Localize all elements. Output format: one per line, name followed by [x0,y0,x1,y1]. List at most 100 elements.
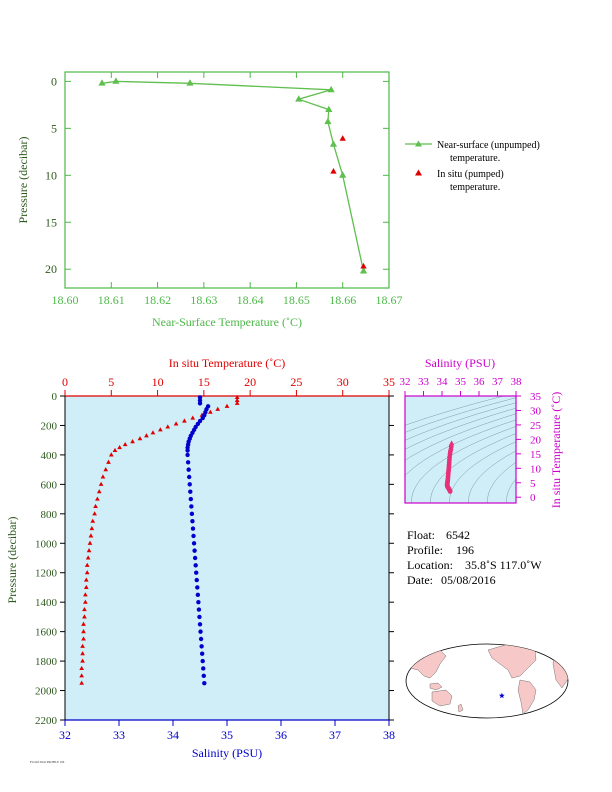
near-surface-unpumped-points [98,77,368,274]
ts-temperature-tick-label: 10 [530,463,542,475]
near-surface-x-ticks: 18.60 18.61 18.62 18.63 18.64 18.65 18.66 18.67 [52,72,403,307]
near-surface-unpumped-point [359,267,368,274]
profile-temperature-ticks: 0 5 10 15 20 25 30 35 [62,375,395,396]
near-surface-unpumped-point [98,79,106,86]
profile-temperature-axis-label: In situ Temperature (˚C) [169,356,286,370]
footnote: FLOAT 6542 PROFILE 196 [30,760,65,764]
salinity-point [201,673,206,679]
legend-unpumped-label-2: temperature. [450,153,500,164]
profile-temperature-tick-label: 0 [62,375,68,389]
near-surface-unpumped-point [324,117,332,125]
temperature-point [83,584,89,590]
profile-y-tick-label: 1800 [35,656,58,668]
temperature-point [88,533,94,538]
temperature-point [89,525,95,531]
land-new-zealand [457,703,464,713]
ts-y-axis-label: In situ Temperature (˚C) [549,392,563,509]
profile-temperature-tick-label: 20 [244,375,256,389]
profile-temperature-tick-label: 30 [337,375,349,389]
ts-density-contour [405,396,504,426]
ts-density-contour [449,441,516,503]
ts-salinity-tick-label: 38 [511,376,523,388]
salinity-point [189,511,195,517]
legend-unpumped-label: Near-surface (unpumped) [437,140,540,151]
ts-temperature-tick-label: 25 [530,420,542,432]
salinity-point [198,636,204,642]
near-surface-x-tick-label: 18.66 [329,293,356,307]
ts-density-contour [405,402,516,441]
salinity-profile-points [185,395,211,686]
near-surface-y-ticks: 0 5 10 15 20 [45,74,389,276]
ts-density-contour [506,478,516,503]
near-surface-unpumped-point [186,79,194,86]
salinity-point [199,644,204,649]
temperature-point [84,562,90,567]
temperature-point [79,673,85,678]
date-value: 05/08/2016 [441,573,496,587]
temperature-point [83,592,88,597]
salinity-point [196,599,201,605]
temperature-point [215,406,221,411]
temperature-point [81,621,86,626]
ts-salinity-tick-label: 37 [492,376,504,388]
near-surface-x-tick-label: 18.64 [237,293,264,307]
near-surface-y-tick-label: 15 [45,215,57,229]
profile-salinity-ticks: 32 33 34 35 36 37 38 [59,720,395,742]
ts-density-contours [405,396,612,503]
salinity-point [191,533,196,539]
near-surface-x-tick-label: 18.63 [190,293,217,307]
ts-temperature-ticks: 0 5 10 15 20 25 30 35 [516,391,542,504]
ts-density-contour [405,397,516,433]
temperature-point [80,651,85,656]
near-surface-unpumped-point [329,140,338,147]
float-location-marker [499,692,505,699]
temperature-point [80,658,85,663]
salinity-point [195,585,200,590]
ts-salinity-tick-label: 35 [455,376,467,388]
salinity-point [194,577,199,583]
temperature-point [207,409,213,414]
float-info: Float: 6542 Profile: 196 Location: 35.8˚… [407,528,542,587]
profile-y-tick-label: 800 [41,509,58,521]
temperature-point [108,452,114,457]
salinity-point [185,452,190,458]
temperature-point [130,439,135,444]
land-maritime-se-asia [429,682,443,691]
profile-y-tick-label: 600 [41,479,58,491]
profile-y-axis-label: Pressure (decibar) [5,517,19,604]
near-surface-x-axis-label: Near-Surface Temperature (˚C) [152,315,302,329]
profile-y-ticks: 0 200 400 600 800 1000 1200 1400 1600 1800 2000 220… [35,391,394,727]
ts-temperature-tick-label: 35 [530,391,542,403]
ts-density-contour [405,407,516,450]
temperature-point [80,643,85,648]
salinity-point [197,614,202,620]
profile-salinity-tick-label: 37 [329,728,341,742]
ts-temperature-tick-label: 15 [530,449,542,461]
temperature-point [85,555,91,560]
salinity-point [187,474,192,480]
salinity-point [202,680,207,686]
near-surface-legend: Near-surface (unpumped) temperature. In … [405,140,540,193]
temperature-point [234,400,240,405]
ts-diagram: 32 33 34 35 36 37 38 0 5 10 15 20 25 30 35 Salinity (… [400,356,612,509]
salinity-point [189,504,194,509]
temperature-profile-points [79,394,240,685]
near-surface-chart: 18.60 18.61 18.62 18.63 18.64 18.65 18.66 18.67… [16,71,403,329]
salinity-point [199,651,205,656]
near-surface-pumped-points [330,135,367,269]
salinity-point [193,563,198,568]
salinity-point [185,460,191,465]
land-greenland [539,644,553,655]
temperature-point [82,614,87,619]
ts-temperature-tick-label: 0 [530,492,536,504]
ts-density-contour [563,396,612,503]
salinity-point [188,496,194,502]
ts-salinity-tick-label: 33 [418,376,430,388]
temperature-point [83,599,88,604]
temperature-point [158,427,163,432]
profile-y-tick-label: 1600 [35,627,58,639]
profile-temperature-tick-label: 15 [198,375,210,389]
temperature-point [79,680,85,685]
temperature-point [190,415,196,420]
